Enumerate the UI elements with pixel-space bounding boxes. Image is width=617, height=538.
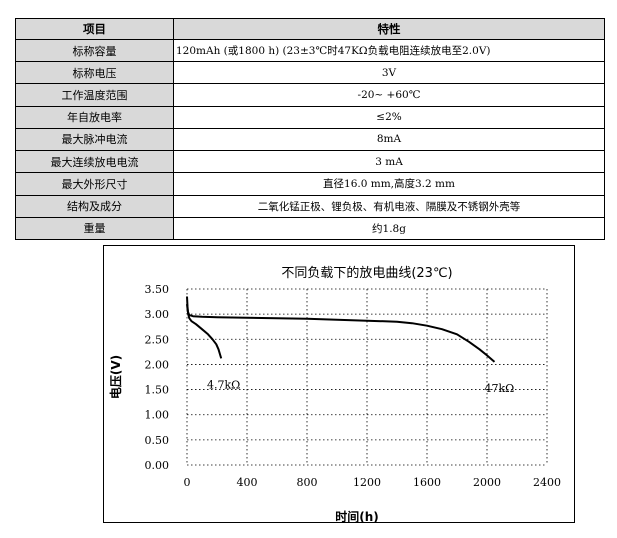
y-tick-label: 0.50 — [145, 434, 170, 447]
y-tick-label: 1.00 — [145, 409, 170, 422]
row-value: 120mAh (或1800 h) (23±3℃时47KΩ负载电阻连续放电至2.0… — [173, 38, 605, 63]
row-label: 最大外形尺寸 — [15, 172, 174, 196]
row-value: 约1.8g — [173, 216, 605, 241]
row-label: 重量 — [15, 216, 174, 241]
row-value: 3V — [173, 61, 605, 85]
x-tick-label: 400 — [237, 476, 258, 489]
table-row: 最大外形尺寸 直径16.0 mm,高度3.2 mm — [15, 172, 605, 196]
table-row: 最大脉冲电流 8mA — [15, 127, 605, 152]
table-row: 标称电压 3V — [15, 61, 605, 85]
y-tick-label: 3.50 — [145, 283, 170, 296]
x-tick-label: 0 — [184, 476, 191, 489]
x-tick-label: 1600 — [413, 476, 441, 489]
table-row: 重量 约1.8g — [15, 216, 605, 241]
specification-table: 项目 特性 标称容量 120mAh (或1800 h) (23±3℃时47KΩ负… — [15, 18, 605, 241]
x-tick-label: 800 — [297, 476, 318, 489]
row-value: 直径16.0 mm,高度3.2 mm — [173, 172, 605, 196]
table-row: 结构及成分 二氧化锰正极、锂负极、有机电液、隔膜及不锈钢外壳等 — [15, 194, 605, 218]
table-row: 工作温度范围 -20~ +60℃ — [15, 83, 605, 107]
discharge-chart-frame: 不同负载下的放电曲线(23℃) 0 400 800 1200 1600 2000 2400 0.… — [103, 245, 575, 523]
table-row: 年自放电率 ≤2% — [15, 105, 605, 129]
table-row: 最大连续放电电流 3 mA — [15, 150, 605, 174]
row-label: 工作温度范围 — [15, 83, 174, 107]
row-value: 二氧化锰正极、锂负极、有机电液、隔膜及不锈钢外壳等 — [173, 194, 605, 218]
table-row: 标称容量 120mAh (或1800 h) (23±3℃时47KΩ负载电阻连续放… — [15, 38, 605, 63]
x-axis-title: 时间(h) — [335, 509, 379, 522]
y-tick-label: 2.50 — [145, 333, 170, 346]
row-label: 标称电压 — [15, 61, 174, 85]
discharge-chart: 不同负载下的放电曲线(23℃) 0 400 800 1200 1600 2000 2400 0.… — [108, 265, 561, 522]
column-header-item: 项目 — [15, 18, 174, 40]
y-tick-label: 1.50 — [145, 384, 170, 397]
x-tick-label: 1200 — [353, 476, 381, 489]
row-label: 年自放电率 — [15, 105, 174, 129]
row-value: ≤2% — [173, 105, 605, 129]
y-tick-label: 2.00 — [145, 358, 170, 371]
row-value: 8mA — [173, 127, 605, 152]
row-label: 最大连续放电电流 — [15, 150, 174, 174]
chart-title: 不同负载下的放电曲线(23℃) — [281, 265, 452, 281]
column-header-characteristic: 特性 — [173, 18, 605, 40]
y-axis-title: 电压(V) — [108, 355, 123, 399]
discharge-curve-47k — [186, 303, 496, 363]
discharge-curve-4-7k — [186, 296, 223, 359]
row-label: 标称容量 — [15, 38, 174, 63]
table-header-row: 项目 特性 — [15, 18, 605, 40]
row-value: 3 mA — [173, 150, 605, 174]
row-label: 结构及成分 — [15, 194, 174, 218]
row-value: -20~ +60℃ — [173, 83, 605, 107]
y-tick-label: 0.00 — [145, 459, 170, 472]
row-label: 最大脉冲电流 — [15, 127, 174, 152]
series-label-4-7k: 4.7kΩ — [207, 378, 240, 391]
series-label-47k: 47kΩ — [485, 382, 515, 395]
x-tick-label: 2000 — [473, 476, 501, 489]
x-tick-label: 2400 — [533, 476, 561, 489]
y-tick-label: 3.00 — [145, 308, 170, 321]
